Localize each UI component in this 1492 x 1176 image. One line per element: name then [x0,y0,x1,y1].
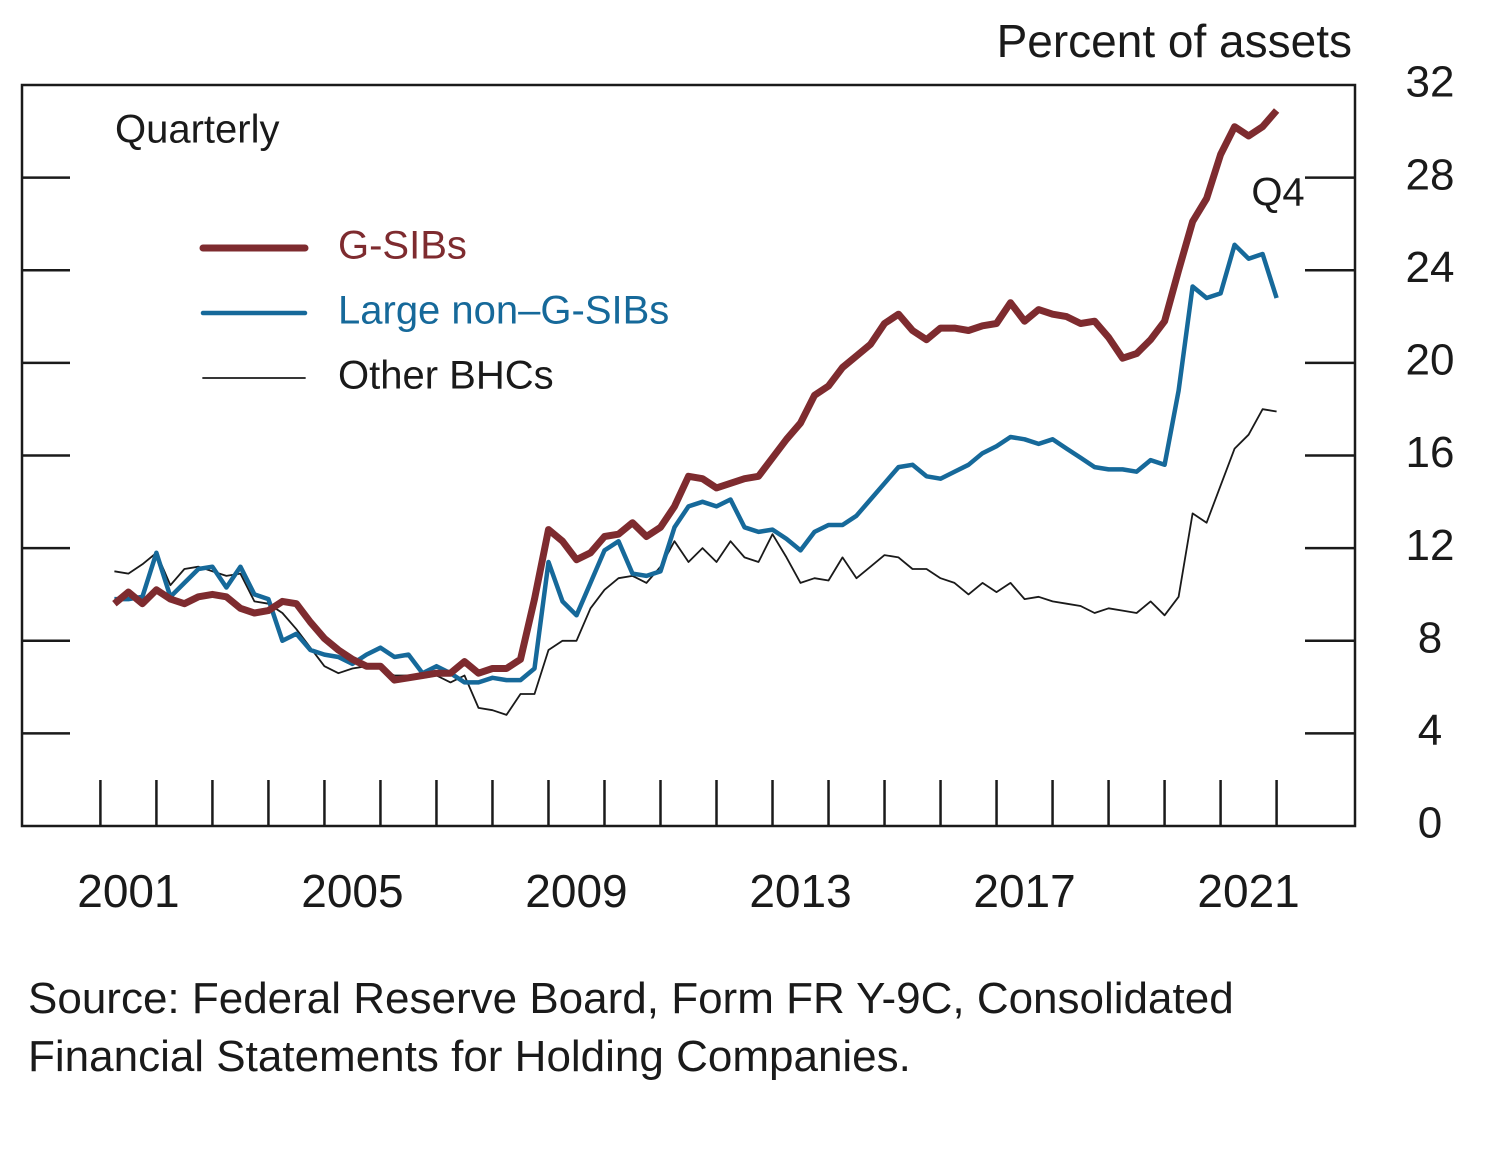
y-tick-label: 24 [1406,243,1455,292]
x-tick-label: 2001 [77,865,179,917]
x-tick-label: 2017 [973,865,1075,917]
y-tick-label: 20 [1406,336,1455,385]
legend-label: Large non–G-SIBs [338,289,669,333]
series-line [114,242,1279,685]
frequency-label: Quarterly [115,108,280,152]
y-tick-label: 4 [1418,706,1442,755]
annotation: Q4 [1251,171,1304,215]
y-tick-label: 28 [1406,150,1455,199]
y-tick-label: 0 [1418,799,1442,848]
x-tick-label: 2009 [525,865,627,917]
x-tick-label: 2013 [749,865,851,917]
legend-label: Other BHCs [338,354,554,398]
legend-label: G-SIBs [338,224,467,268]
x-tick-label: 2021 [1197,865,1299,917]
y-axis-label: Percent of assets [997,15,1352,67]
source-note: Source: Federal Reserve Board, Form FR Y… [28,974,1234,1081]
series-line [112,108,1280,684]
y-tick-label: 8 [1418,613,1442,662]
y-tick-label: 16 [1406,428,1455,477]
y-tick-label: 12 [1406,521,1455,570]
plot-frame [20,83,1357,828]
x-tick-label: 2005 [301,865,403,917]
series-line [114,408,1277,716]
y-tick-label: 32 [1406,58,1455,107]
chart: Percent of assets Quarterly Q4 0 4 8 12 16 20… [20,15,1455,917]
